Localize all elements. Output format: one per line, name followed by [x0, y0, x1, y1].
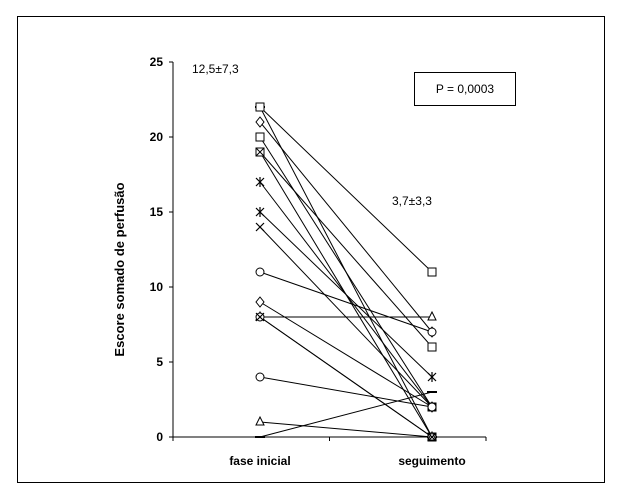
y-tick-label: 25: [150, 55, 164, 69]
initial-summary-label: 12,5±7,3: [192, 62, 239, 76]
series-line: [259, 271, 433, 333]
data-point-marker: [427, 342, 437, 352]
data-point-marker: [255, 147, 265, 157]
data-point-marker: [427, 372, 437, 382]
series-line: [259, 106, 433, 273]
data-point-marker: [255, 177, 265, 187]
series-line: [259, 391, 433, 438]
series-line: [259, 421, 433, 438]
series-line: [259, 121, 433, 333]
p-value-box: P = 0,0003: [414, 72, 516, 106]
data-point-marker: [255, 415, 265, 426]
data-point-marker: [427, 310, 437, 321]
p-value-label: P = 0,0003: [435, 82, 495, 96]
data-point-marker: [255, 116, 265, 128]
y-tick-label: 5: [156, 355, 163, 369]
x-tick-label: seguimento: [398, 454, 465, 468]
data-point-marker: [255, 296, 265, 308]
y-tick-label: 20: [150, 130, 164, 144]
data-point-marker: [255, 312, 265, 322]
y-tick-label: 15: [150, 205, 164, 219]
data-point-marker: [255, 132, 265, 142]
x-tick-label: fase inicial: [229, 454, 290, 468]
chart-frame: [17, 16, 605, 483]
data-point-marker: [255, 267, 265, 277]
series-line: [259, 136, 433, 408]
data-point-marker: [427, 430, 437, 441]
y-axis-title: Escore somado de perfusão: [112, 182, 127, 356]
data-point-marker: [255, 222, 265, 232]
series-line: [259, 376, 433, 408]
data-point-marker: [427, 432, 437, 442]
series-line: [259, 316, 433, 438]
series-line: [259, 211, 433, 378]
data-point-marker: [255, 102, 265, 112]
followup-summary-label: 3,7±3,3: [392, 194, 432, 208]
series-line: [259, 151, 433, 348]
series-line: [259, 301, 433, 408]
data-point-marker: [255, 207, 265, 217]
data-point-marker: [255, 372, 265, 382]
data-point-marker: [427, 327, 437, 337]
y-tick-label: 10: [150, 280, 164, 294]
y-tick-label: 0: [156, 430, 163, 444]
data-point-marker: [427, 402, 437, 412]
data-point-marker: [427, 267, 437, 277]
